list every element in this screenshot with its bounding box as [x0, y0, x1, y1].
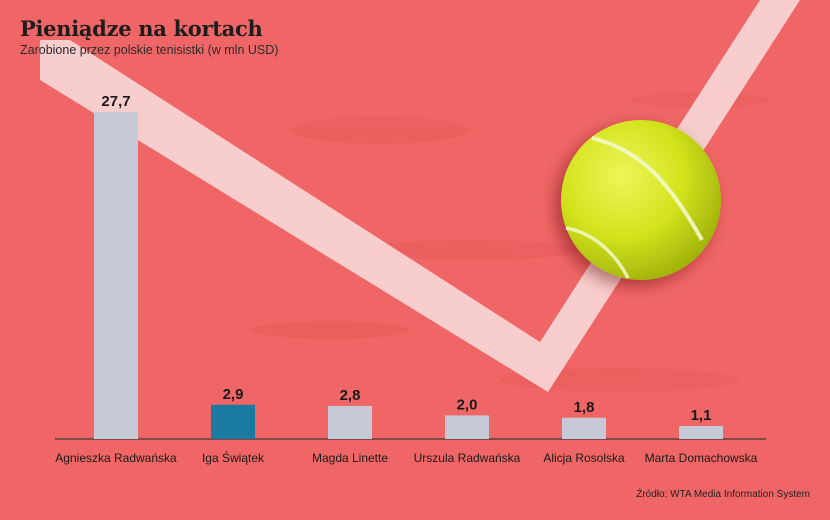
bar-2	[328, 405, 372, 439]
court-line	[40, 0, 800, 392]
source-note: Źródło: WTA Media Information System	[636, 489, 810, 500]
chart-subtitle: Zarobione przez polskie tenisistki (w ml…	[20, 43, 279, 57]
bar-5	[679, 426, 723, 439]
tennis-ball-icon	[561, 120, 721, 280]
bar-3	[445, 415, 489, 439]
court-texture	[250, 92, 770, 392]
category-label-2: Magda Linette	[312, 451, 388, 465]
category-label-3: Urszula Radwańska	[414, 451, 521, 465]
bar-1	[211, 404, 255, 439]
category-label-0: Agnieszka Radwańska	[55, 451, 177, 465]
value-labels-group: 27,7 2,9 2,8 2,0 1,8 1,1	[101, 93, 711, 424]
category-label-5: Marta Domachowska	[645, 451, 758, 465]
chart-title: Pieniądze na kortach	[20, 16, 263, 41]
value-label-3: 2,0	[457, 396, 478, 413]
bar-4	[562, 417, 606, 439]
value-label-2: 2,8	[340, 387, 361, 404]
value-label-1: 2,9	[223, 386, 244, 403]
value-label-0: 27,7	[101, 93, 130, 110]
category-label-1: Iga Świątek	[202, 450, 265, 465]
value-label-5: 1,1	[691, 407, 712, 424]
value-label-4: 1,8	[574, 399, 595, 416]
bar-0	[94, 112, 138, 439]
category-label-4: Alicja Rosolska	[543, 451, 625, 465]
category-labels-group: Agnieszka Radwańska Iga Świątek Magda Line…	[55, 450, 757, 465]
bars-group	[94, 112, 723, 439]
